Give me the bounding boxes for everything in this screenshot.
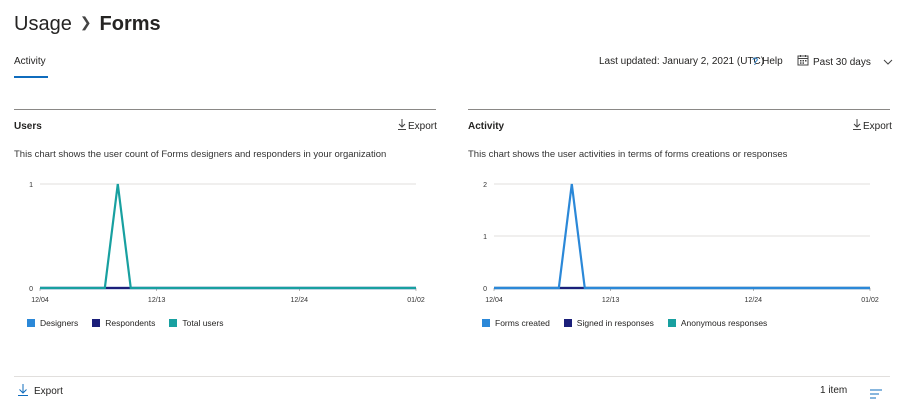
users-legend: Designers Respondents Total users [27, 318, 223, 328]
series-line [494, 183, 870, 290]
chevron-right-icon: ❯ [79, 14, 92, 30]
tab-activity[interactable]: Activity [14, 56, 46, 67]
legend-designers[interactable]: Designers [27, 318, 78, 328]
x-tick-label: 12/04 [31, 297, 49, 304]
download-icon [398, 119, 406, 133]
page-title: Forms [99, 13, 161, 35]
legend-respondents[interactable]: Respondents [92, 318, 155, 328]
legend-forms-created[interactable]: Forms created [482, 318, 550, 328]
legend-swatch [27, 319, 35, 327]
legend-label: Total users [182, 318, 224, 328]
legend-label: Signed in responses [576, 318, 654, 328]
series-line [40, 183, 416, 290]
footer-export-button[interactable]: Export [18, 384, 63, 399]
item-count: 1 item [820, 385, 848, 396]
users-export-button[interactable]: Export [398, 119, 437, 133]
y-tick-label: 0 [29, 286, 33, 293]
legend-swatch [482, 319, 490, 327]
footer-divider [14, 376, 890, 377]
activity-export-label: Export [863, 120, 892, 132]
users-panel-description: This chart shows the user count of Forms… [14, 149, 387, 160]
legend-swatch [563, 319, 572, 327]
legend-total-users[interactable]: Total users [169, 318, 223, 328]
activity-panel-title: Activity [468, 121, 505, 132]
last-updated-text: Last updated: January 2, 2021 (UTC) [599, 56, 765, 67]
users-panel-divider [14, 109, 436, 110]
tab-activity-indicator [14, 76, 48, 78]
x-tick-label: 12/13 [602, 297, 620, 304]
calendar-icon [797, 54, 809, 72]
download-icon [853, 119, 861, 133]
chevron-down-icon [883, 55, 893, 71]
y-tick-label: 1 [483, 234, 487, 241]
breadcrumb-usage-link[interactable]: Usage [14, 13, 72, 35]
date-range-label: Past 30 days [813, 57, 871, 68]
legend-swatch [169, 319, 178, 327]
legend-anonymous-responses[interactable]: Anonymous responses [667, 318, 768, 328]
activity-panel-divider [468, 109, 890, 110]
footer-export-label: Export [34, 386, 63, 397]
question-icon: ? [752, 56, 759, 68]
help-button[interactable]: ? Help [752, 54, 783, 70]
list-icon[interactable] [870, 386, 882, 404]
x-tick-label: 12/24 [291, 297, 309, 304]
activity-panel-description: This chart shows the user activities in … [468, 149, 788, 160]
legend-label: Anonymous responses [680, 318, 768, 328]
date-range-dropdown[interactable]: Past 30 days [797, 54, 893, 72]
x-tick-label: 01/02 [407, 297, 425, 304]
legend-label: Designers [40, 318, 79, 328]
x-tick-label: 01/02 [861, 297, 879, 304]
x-tick-label: 12/04 [485, 297, 503, 304]
help-label: Help [762, 56, 783, 67]
activity-export-button[interactable]: Export [853, 119, 892, 133]
download-icon [18, 384, 28, 399]
users-panel-title: Users [14, 121, 42, 132]
y-tick-label: 0 [483, 286, 487, 293]
users-export-label: Export [408, 120, 437, 132]
y-tick-label: 2 [483, 182, 487, 189]
breadcrumb: Usage ❯ Forms [14, 8, 161, 38]
legend-signed-in-responses[interactable]: Signed in responses [563, 318, 654, 328]
activity-legend: Forms created Signed in responses Anonym… [482, 318, 767, 328]
legend-swatch [92, 319, 101, 327]
legend-swatch [667, 319, 676, 327]
x-tick-label: 12/13 [148, 297, 166, 304]
legend-label: Respondents [105, 318, 156, 328]
x-tick-label: 12/24 [745, 297, 763, 304]
y-tick-label: 1 [29, 182, 33, 189]
legend-label: Forms created [495, 318, 550, 328]
